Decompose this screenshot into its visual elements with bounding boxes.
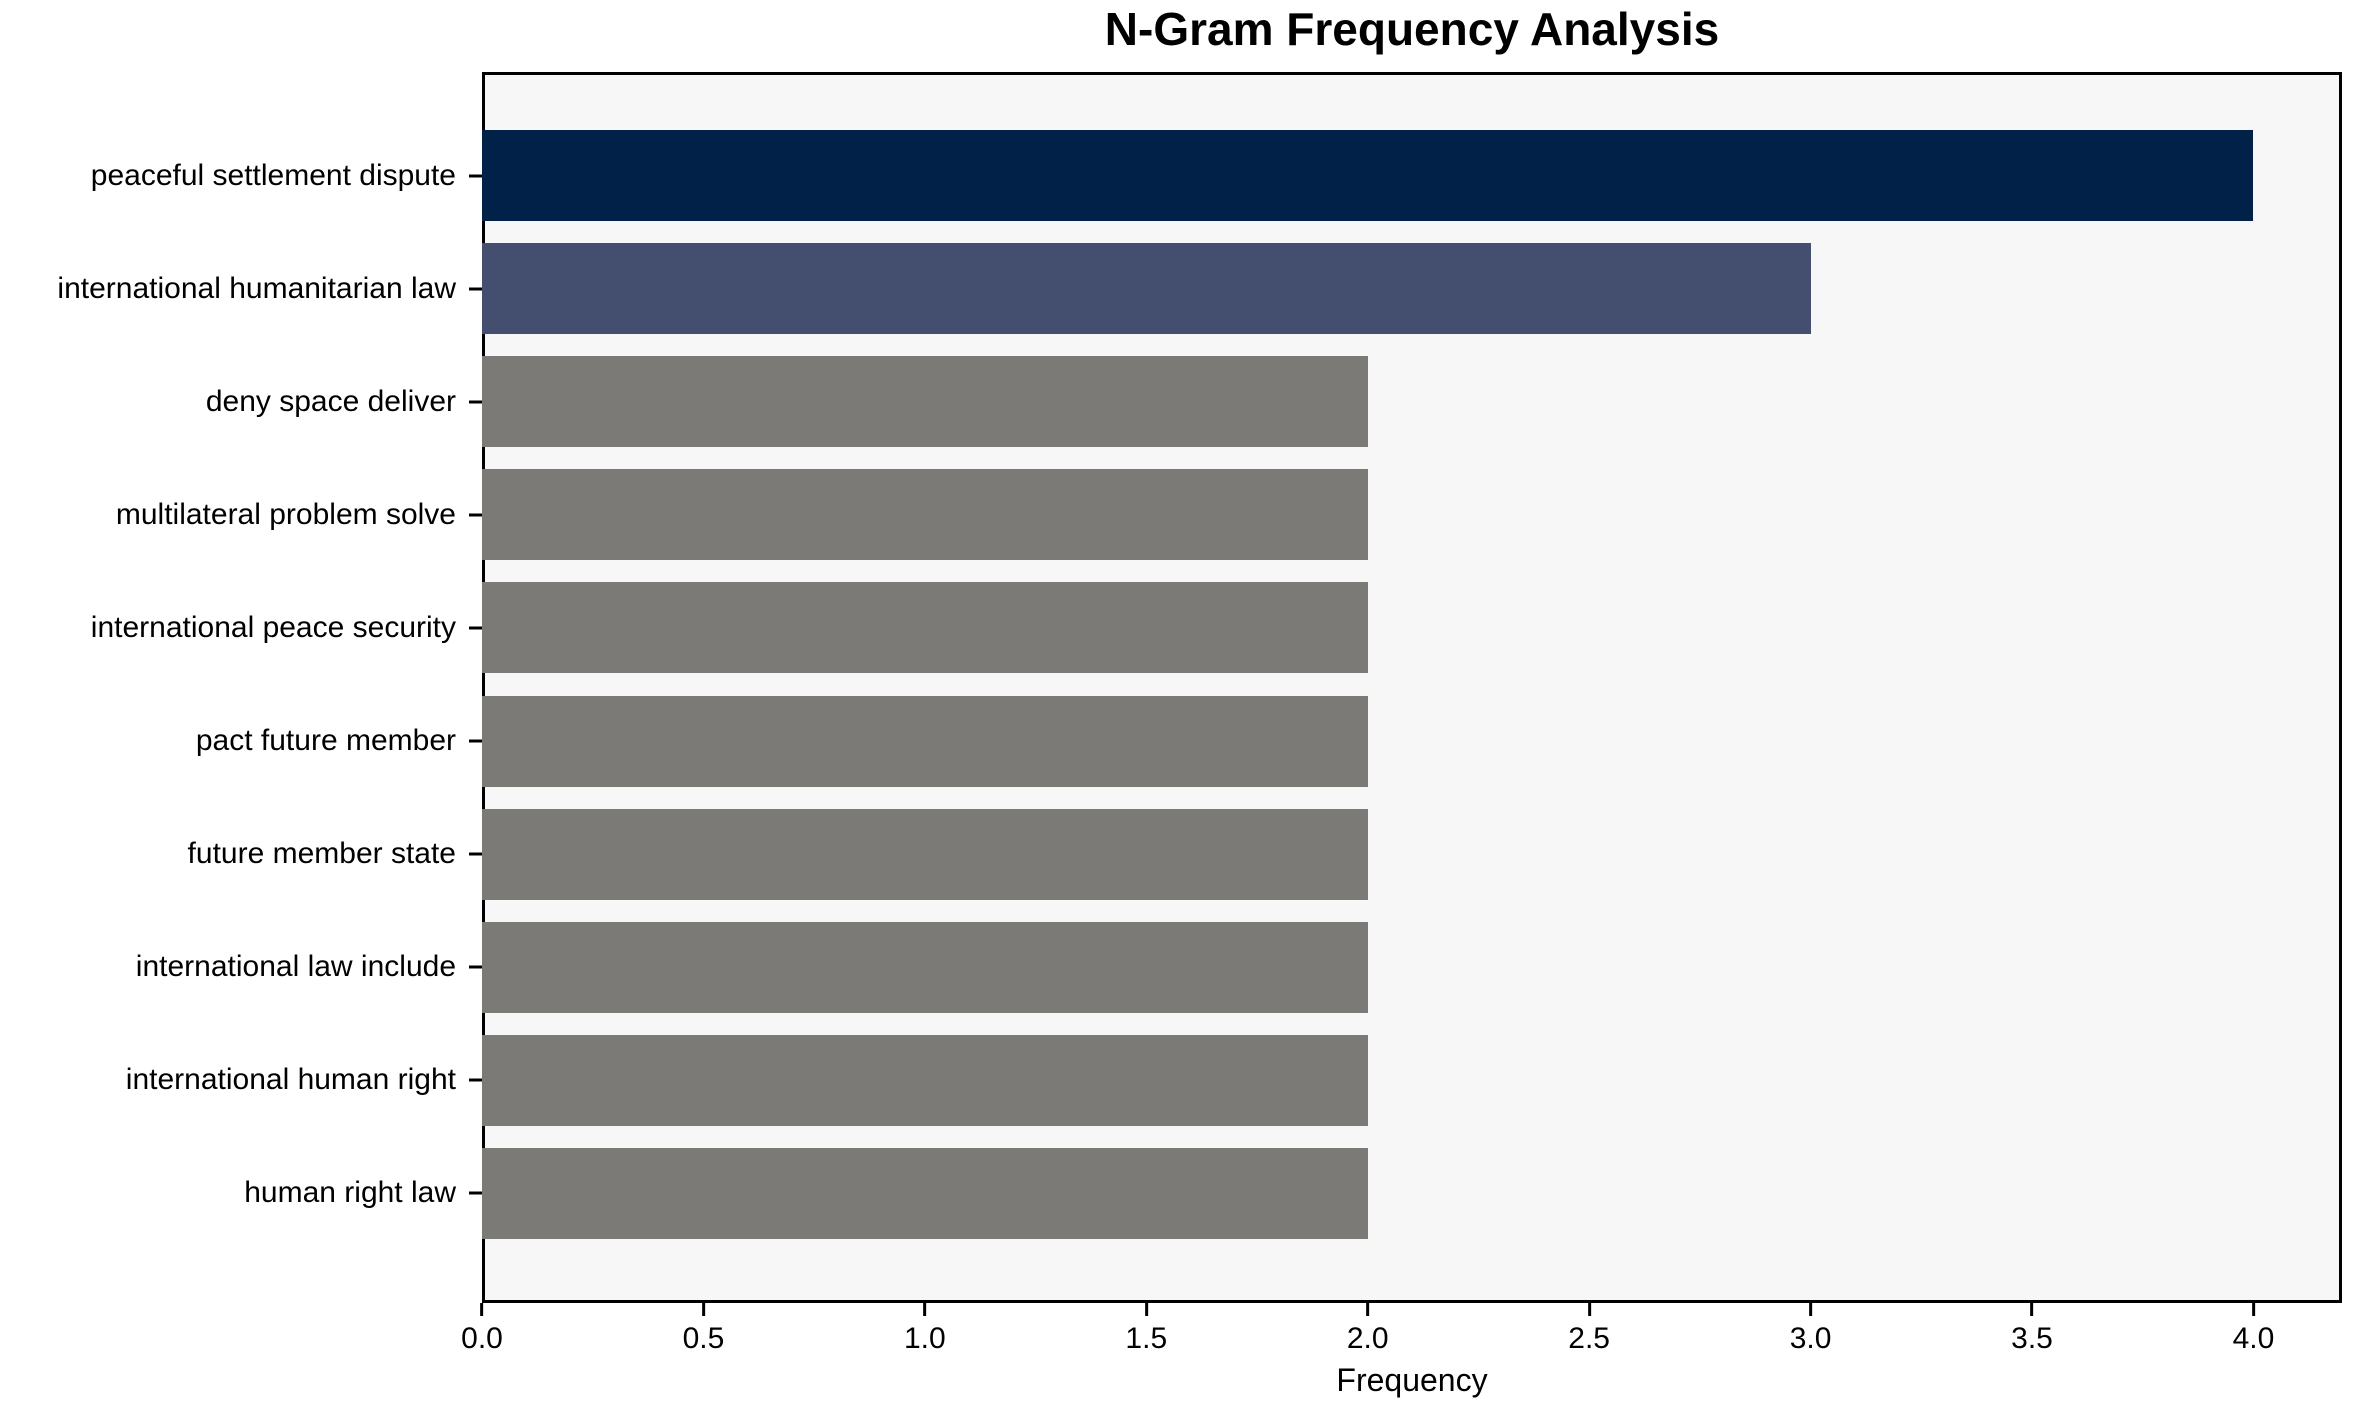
x-axis-tick-mark — [2251, 1303, 2255, 1316]
y-axis-category-label: pact future member — [195, 724, 456, 758]
x-axis-tick: 1.0 — [904, 1303, 946, 1354]
bar-row: multilateral problem solve — [116, 458, 2342, 571]
y-axis-category-label: international peace security — [90, 610, 456, 644]
bar — [482, 243, 1811, 335]
y-axis-tick-mark — [469, 739, 482, 743]
x-axis-tick-label: 0.5 — [682, 1322, 725, 1355]
bar — [482, 130, 2254, 222]
y-axis-category-label: deny space deliver — [205, 384, 456, 418]
y-axis-category-label: human right law — [244, 1176, 456, 1210]
chart-title: N-Gram Frequency Analysis — [1104, 3, 1720, 55]
x-axis-tick-label: 2.5 — [1568, 1322, 1610, 1355]
bar-row: international law include — [136, 911, 2342, 1024]
x-axis-tick-label: 3.0 — [1789, 1322, 1832, 1355]
y-axis-tick-mark — [469, 174, 482, 178]
bar — [482, 1147, 1368, 1239]
bar — [482, 469, 1368, 561]
x-axis-tick: 4.0 — [2232, 1303, 2275, 1355]
bar-row: deny space deliver — [206, 345, 2342, 458]
y-axis-tick-mark — [469, 1078, 482, 1082]
y-axis-tick-mark — [469, 965, 482, 969]
y-axis-tick-mark — [469, 400, 482, 404]
x-axis-tick-label: 2.0 — [1346, 1322, 1389, 1355]
x-axis-tick: 0.0 — [461, 1303, 503, 1354]
bar — [482, 695, 1368, 787]
bar-row: peaceful settlement dispute — [91, 119, 2342, 232]
bar-row: international humanitarian law — [57, 232, 2342, 345]
y-axis-tick-mark — [469, 626, 482, 630]
bar-row: pact future member — [196, 684, 2342, 797]
x-axis-tick-mark — [2030, 1303, 2034, 1316]
y-axis-category-label: international law include — [135, 950, 456, 984]
y-axis-tick-mark — [469, 287, 482, 291]
y-axis-tick-mark — [469, 1191, 482, 1195]
x-axis-tick-label: 4.0 — [2232, 1322, 2275, 1355]
x-axis-tick-mark — [1144, 1303, 1148, 1316]
y-axis-category-label: multilateral problem solve — [115, 497, 456, 531]
x-axis-tick-mark — [1809, 1303, 1813, 1316]
x-axis-tick-mark — [1366, 1303, 1370, 1316]
x-axis-tick-label: 1.5 — [1125, 1322, 1168, 1355]
x-axis-ticks: 0.0 0.5 1.0 1.5 2.0 2.5 3.0 3.5 4.0 — [461, 1303, 2342, 1373]
x-axis-tick: 2.0 — [1347, 1303, 1389, 1354]
x-axis-tick: 2.5 — [1568, 1303, 1610, 1354]
bar — [482, 921, 1368, 1013]
bar-row: international peace security — [91, 571, 2342, 684]
x-axis-tick-mark — [480, 1303, 484, 1316]
bar — [482, 356, 1368, 448]
x-axis-tick: 3.5 — [2011, 1303, 2053, 1354]
bar-row: international human right — [126, 1024, 2342, 1137]
x-axis-tick-mark — [1587, 1303, 1591, 1316]
y-axis-category-label: future member state — [187, 837, 456, 871]
y-axis-category-label: international humanitarian law — [57, 271, 456, 305]
bar-row: human right law — [244, 1137, 2342, 1250]
x-axis-tick: 3.0 — [1789, 1303, 1832, 1355]
y-axis-category-label: peaceful settlement dispute — [90, 158, 456, 192]
bar — [482, 1034, 1368, 1126]
x-axis-tick-label: 3.5 — [2011, 1322, 2053, 1355]
y-axis-tick-mark — [469, 852, 482, 856]
x-axis-tick-mark — [923, 1303, 927, 1316]
x-axis-tick: 0.5 — [682, 1303, 725, 1355]
y-axis-tick-mark — [469, 513, 482, 517]
y-axis-category-label: international human right — [125, 1063, 456, 1097]
x-axis-tick-label: 0.0 — [461, 1322, 503, 1355]
x-axis-label: Frequency — [1336, 1362, 1488, 1398]
x-axis-tick: 1.5 — [1125, 1303, 1167, 1354]
bar — [482, 582, 1368, 674]
x-axis-tick-mark — [701, 1303, 705, 1316]
bar — [482, 808, 1368, 900]
x-axis-tick-label: 1.0 — [903, 1322, 946, 1355]
bar-row: future member state — [188, 798, 2342, 911]
bars-container: peaceful settlement dispute international… — [57, 72, 2342, 1303]
